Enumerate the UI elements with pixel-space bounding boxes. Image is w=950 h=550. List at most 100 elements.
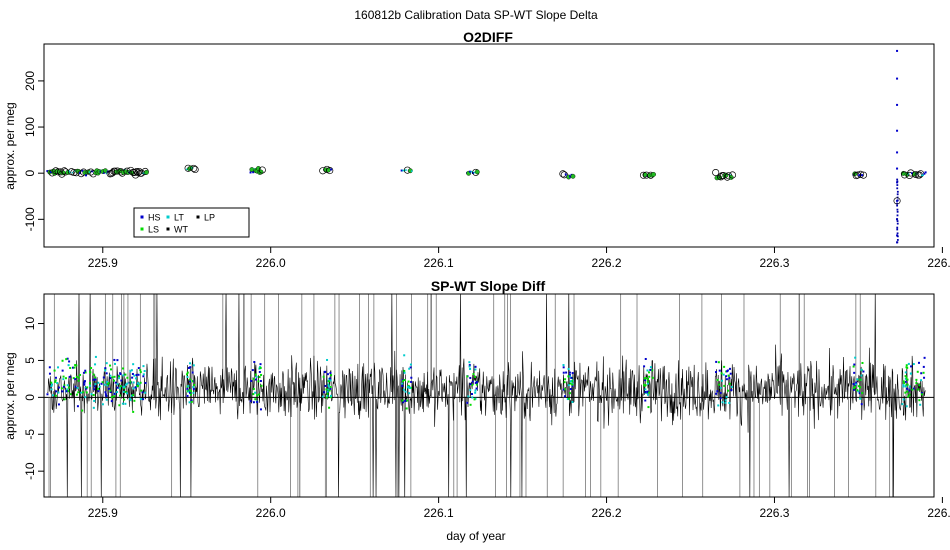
slope-diff-point-lt <box>571 400 574 403</box>
slope-diff-point-ls <box>54 379 57 382</box>
slope-diff-point-hs <box>110 400 113 403</box>
slope-diff-point-hs <box>142 398 145 401</box>
o2diff-point-lt <box>907 173 910 176</box>
slope-diff-point-hs <box>922 365 925 368</box>
slope-diff-point-ls <box>257 393 260 396</box>
o2diff-spike-point <box>896 178 899 181</box>
slope-diff-point-hs <box>116 359 119 362</box>
slope-diff-point-hs <box>116 386 119 389</box>
slope-diff-point-ls <box>904 375 907 378</box>
slope-diff-point-ls <box>322 375 325 378</box>
slope-diff-point-hs <box>120 379 123 382</box>
o2diff-point-lt <box>88 171 91 173</box>
slope-diff-point-ls <box>254 373 257 376</box>
slope-diff-point-ls <box>402 379 405 382</box>
slope-diff-point-lt <box>143 370 146 373</box>
o2diff-point-wt <box>258 166 266 174</box>
slope-diff-point-ls <box>75 364 78 367</box>
slope-diff-point-hs <box>409 366 412 369</box>
o2diff-spike-point <box>896 235 899 238</box>
slope-diff-point-ls <box>571 383 574 386</box>
slope-diff-point-lt <box>132 387 135 390</box>
slope-diff-point-hs <box>254 378 257 381</box>
slope-diff-point-lt <box>408 387 411 390</box>
slope-diff-point-lt <box>569 380 572 383</box>
slope-diff-point-ls <box>260 384 263 387</box>
o2diff-point-hs <box>923 172 926 175</box>
slope-diff-point-hs <box>475 387 478 390</box>
o2diff-spike-point <box>896 239 899 241</box>
slope-diff-point-lt <box>720 379 723 382</box>
slope-diff-point-lt <box>407 385 410 388</box>
slope-diff-point-hs <box>858 392 861 395</box>
slope-diff-point-lt <box>326 358 329 361</box>
legend-marker-lt <box>166 215 170 219</box>
slope-diff-point-hs <box>329 371 332 374</box>
slope-diff-point-hs <box>562 371 565 374</box>
slope-diff-point-lt <box>116 391 119 394</box>
slope-diff-point-lt <box>255 375 258 378</box>
slope-diff-point-ls <box>132 394 135 397</box>
slope-diff-ylabel: approx. per meg <box>3 352 17 439</box>
o2diff-point-hs <box>81 169 84 172</box>
slope-diff-frame <box>43 293 935 498</box>
slope-diff-point-lt <box>50 384 53 387</box>
slope-diff-point-ls <box>329 396 332 399</box>
slope-diff-point-hs <box>728 377 731 380</box>
o2diff-point-lt <box>405 169 407 171</box>
o2diff-xtick-label: 226.2 <box>592 256 622 270</box>
slope-diff-point-lt <box>123 385 126 388</box>
slope-diff-point-hs <box>109 377 112 380</box>
o2diff-point-hs <box>924 171 927 174</box>
slope-diff-point-ls <box>54 380 57 383</box>
slope-diff-point-lt <box>142 365 145 368</box>
slope-diff-point-hs <box>250 379 253 382</box>
slope-diff-point-lt <box>474 368 477 371</box>
o2diff-frame <box>43 43 935 248</box>
slope-diff-point-lt <box>327 385 330 388</box>
slope-diff-point-ls <box>917 388 920 391</box>
o2diff-xtick-label: 226.3 <box>759 256 789 270</box>
o2diff-point-hs <box>252 171 255 174</box>
slope-diff-point-lt <box>719 386 722 389</box>
slope-diff-point-lt <box>116 383 119 386</box>
slope-diff-point-lt <box>859 397 862 400</box>
slope-diff-point-hs <box>716 390 719 393</box>
slope-diff-point-lt <box>904 371 907 374</box>
slope-diff-point-ls <box>853 387 856 390</box>
slope-diff-point-hs <box>329 377 332 380</box>
slope-diff-point-hs <box>109 391 112 394</box>
slope-diff-point-hs <box>468 364 471 367</box>
slope-diff-point-ls <box>113 379 116 382</box>
slope-diff-point-ls <box>723 365 726 368</box>
slope-diff-point-lt <box>129 398 132 401</box>
o2diff-point-wt <box>326 166 334 175</box>
slope-diff-point-ls <box>104 368 107 371</box>
o2diff-point-ls <box>144 169 149 175</box>
slope-diff-point-lt <box>57 366 60 369</box>
slope-diff-point-hs <box>84 369 87 372</box>
slope-diff-point-ls <box>906 378 909 381</box>
slope-diff-point-ls <box>911 388 914 391</box>
slope-diff-point-hs <box>324 384 327 387</box>
o2diff-point-ls <box>102 168 108 174</box>
slope-diff-point-lt <box>105 380 108 383</box>
slope-diff-point-lt <box>93 399 96 402</box>
o2diff-spike-point <box>896 226 899 229</box>
slope-diff-point-hs <box>562 388 565 391</box>
slope-diff-point-hs <box>114 381 117 384</box>
slope-diff-point-hs <box>188 380 191 383</box>
slope-diff-point-ls <box>67 390 70 393</box>
slope-diff-point-hs <box>715 392 718 395</box>
slope-diff-point-ls <box>861 392 864 395</box>
o2diff-point-hs <box>128 171 131 174</box>
slope-diff-point-hs <box>83 381 86 384</box>
slope-diff-point-ls <box>904 391 907 394</box>
o2diff-spike-point <box>896 103 899 106</box>
slope-diff-point-ls <box>908 393 911 396</box>
slope-diff-point-lt <box>860 374 863 377</box>
slope-diff-point-ls <box>405 407 408 410</box>
slope-diff-point-lt <box>188 401 191 404</box>
slope-diff-point-hs <box>66 357 69 360</box>
legend-marker-lp <box>196 215 200 219</box>
